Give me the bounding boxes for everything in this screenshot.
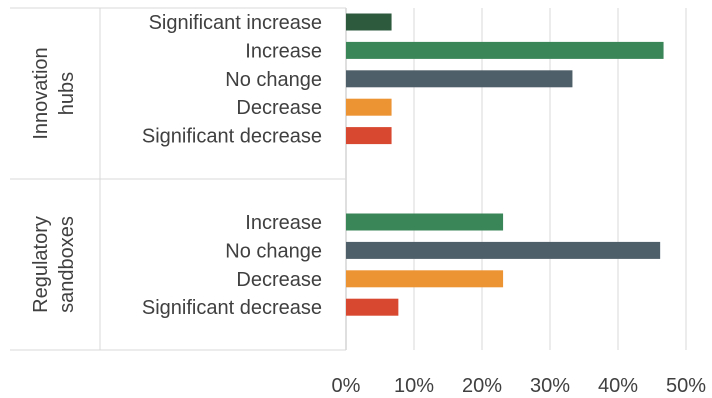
category-label: Decrease <box>236 97 322 119</box>
category-label: Significant decrease <box>142 126 322 148</box>
bar <box>346 298 399 316</box>
bar <box>346 41 664 59</box>
group-label: Regulatory sandboxes <box>30 216 78 313</box>
x-axis-tick-labels: 0% 10% 20% 30% 40% 50% <box>332 375 707 397</box>
bar <box>346 270 504 288</box>
x-tick-label: 10% <box>394 375 434 397</box>
x-tick-label: 50% <box>666 375 706 397</box>
bar <box>346 127 392 145</box>
group-label-line: Regulatory <box>30 216 52 313</box>
x-tick-label: 20% <box>462 375 502 397</box>
group-label-line: Innovation <box>30 47 52 139</box>
bar <box>346 241 661 259</box>
category-label: Significant decrease <box>142 297 322 319</box>
bar <box>346 98 392 116</box>
category-label: Increase <box>245 212 322 234</box>
gridlines <box>413 8 687 350</box>
x-tick-label: 30% <box>530 375 570 397</box>
category-label: Increase <box>245 40 322 62</box>
group-label-line: hubs <box>56 72 78 115</box>
group-label: Innovation hubs <box>30 47 78 139</box>
category-axis-frame <box>10 7 347 351</box>
x-tick-label: 0% <box>332 375 361 397</box>
category-labels: Significant increase Increase No change Dec… <box>142 12 322 319</box>
category-label: No change <box>225 240 322 262</box>
bar <box>346 70 573 88</box>
bar-series <box>346 13 664 316</box>
x-tick-label: 40% <box>598 375 638 397</box>
group-labels: Innovation hubs Regulatory sandboxes <box>30 47 78 313</box>
group-label-line: sandboxes <box>56 216 78 313</box>
category-label: No change <box>225 69 322 91</box>
bar <box>346 13 392 31</box>
category-label: Significant increase <box>149 12 322 34</box>
category-label: Decrease <box>236 269 322 291</box>
bar <box>346 213 504 231</box>
